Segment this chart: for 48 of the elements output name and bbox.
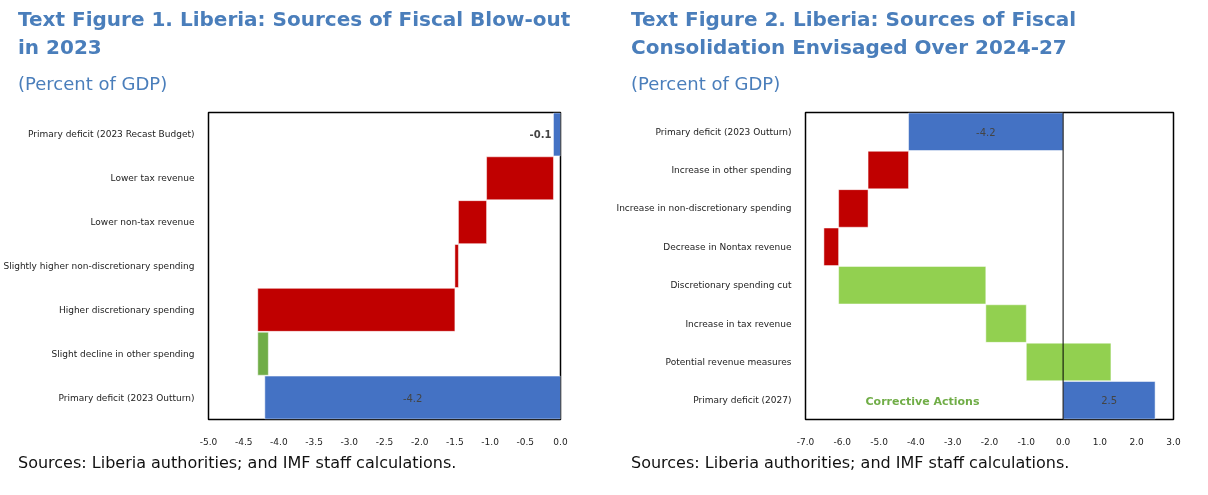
x-tick-label: -5.0 bbox=[199, 436, 218, 447]
y-tick-label: Primary deficit (2023 Outturn) bbox=[655, 126, 792, 137]
x-tick-label: -1.0 bbox=[481, 436, 500, 447]
chart-subtitle: (Percent of GDP) bbox=[18, 72, 168, 96]
annotation: Corrective Actions bbox=[865, 394, 980, 408]
y-tick-label: Discretionary spending cut bbox=[670, 279, 792, 290]
x-tick-label: -4.0 bbox=[907, 436, 925, 447]
y-tick-label: Primary deficit (2023 Recast Budget) bbox=[28, 129, 195, 140]
x-tick-label: 0.0 bbox=[1055, 436, 1071, 447]
y-tick-label: Increase in non-discretionary spending bbox=[616, 203, 792, 214]
x-tick-label: -6.0 bbox=[833, 436, 852, 447]
x-tick-label: -4.0 bbox=[270, 436, 288, 447]
y-tick-label: Slight decline in other spending bbox=[51, 348, 195, 359]
x-tick-label: -2.5 bbox=[375, 436, 394, 447]
x-tick-label: 1.0 bbox=[1092, 436, 1108, 447]
y-tick-label: Increase in other spending bbox=[671, 164, 792, 175]
y-tick-label: Lower tax revenue bbox=[110, 172, 195, 183]
x-tick-label: 3.0 bbox=[1166, 436, 1181, 447]
y-tick-label: Higher discretionary spending bbox=[58, 304, 195, 315]
data-label: 2.5 bbox=[1101, 395, 1118, 407]
y-tick-label: Increase in tax revenue bbox=[685, 318, 792, 329]
y-tick-label: Primary deficit (2027) bbox=[693, 395, 792, 406]
chart-title: Text Figure 2. Liberia: Sources of Fiscal Consolidation Envisaged Over 2024-27 bbox=[631, 6, 1078, 61]
chart-title: Text Figure 1. Liberia: Sources of Fiscal Blow-out in 2023 bbox=[18, 6, 572, 61]
data-label: -4.2 bbox=[976, 126, 996, 138]
y-tick-label: Primary deficit (2023 Outturn) bbox=[58, 392, 195, 403]
y-tick-label: Potential revenue measures bbox=[665, 356, 792, 367]
source-note: Sources: Liberia authorities; and IMF staff calculations. bbox=[18, 451, 457, 474]
x-tick-label: -1.0 bbox=[1017, 436, 1036, 447]
x-tick-label: -3.0 bbox=[340, 436, 359, 447]
x-tick-label: 0.0 bbox=[553, 436, 568, 447]
x-tick-label: 2.0 bbox=[1129, 436, 1145, 447]
chart-subtitle: (Percent of GDP) bbox=[631, 72, 781, 96]
x-tick-label: -2.0 bbox=[980, 436, 999, 447]
data-label: -4.2 bbox=[402, 392, 423, 404]
x-tick-label: -5.0 bbox=[870, 436, 889, 447]
x-tick-label: -0.5 bbox=[516, 436, 535, 447]
source-note: Sources: Liberia authorities; and IMF staff calculations. bbox=[631, 451, 1070, 474]
x-tick-label: -3.0 bbox=[943, 436, 962, 447]
x-tick-label: -4.5 bbox=[234, 436, 253, 447]
x-tick-label: -1.5 bbox=[446, 436, 464, 447]
x-tick-label: -7.0 bbox=[796, 436, 815, 447]
x-tick-label: -3.5 bbox=[305, 436, 323, 447]
data-label: -0.1 bbox=[529, 129, 552, 141]
y-tick-label: Decrease in Nontax revenue bbox=[663, 241, 792, 252]
y-tick-label: Slightly higher non-discretionary spending bbox=[3, 260, 195, 271]
y-tick-label: Lower non-tax revenue bbox=[90, 216, 195, 227]
x-tick-label: -2.0 bbox=[410, 436, 429, 447]
